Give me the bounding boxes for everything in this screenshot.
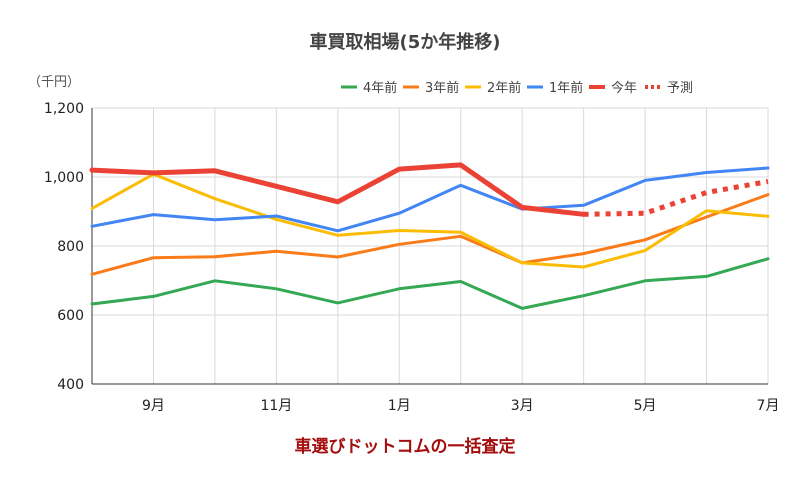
footer-text: 車選びドットコムの一括査定	[295, 436, 516, 457]
series-line-3	[90, 172, 770, 269]
legend-item-4: 1年前	[527, 80, 583, 96]
legend-item-6: 予測	[645, 81, 693, 96]
legend: 4年前 3年前 2年前 1年前 今年 予測	[341, 80, 693, 96]
x-tick-label: 9月	[142, 398, 165, 414]
chart-title: 車買取相場(5か年推移)	[310, 31, 501, 53]
y-tick-label: 400	[57, 377, 84, 393]
y-tick-label: 800	[57, 239, 84, 255]
legend-label: 4年前	[363, 80, 397, 96]
legend-item-5: 今年	[589, 80, 637, 96]
series-line-4	[90, 166, 770, 233]
legend-item-1: 4年前	[341, 80, 397, 96]
legend-item-3: 2年前	[465, 80, 521, 96]
legend-label: 2年前	[487, 80, 521, 96]
x-tick-label: 3月	[511, 398, 534, 414]
x-tick-label: 11月	[260, 398, 292, 414]
legend-label: 3年前	[425, 80, 459, 96]
y-tick-label: 1,000	[44, 170, 84, 186]
x-tick-label: 5月	[634, 398, 657, 414]
series-line-6	[583, 179, 769, 217]
legend-label: 今年	[611, 80, 637, 96]
gridlines	[91, 107, 769, 385]
series-line-5	[89, 162, 587, 217]
series-line-2	[90, 193, 770, 276]
legend-item-2: 3年前	[403, 80, 459, 96]
legend-label: 予測	[667, 81, 693, 96]
x-tick-label: 1月	[388, 398, 411, 414]
legend-label: 1年前	[549, 80, 583, 96]
x-tick-label: 7月	[757, 398, 780, 414]
series-lines	[89, 162, 770, 310]
axes: 400 600 800 1,000 1,200 9月 11月 1月 3月 5月 7月	[44, 101, 780, 414]
y-tick-label: 600	[57, 308, 84, 324]
y-axis-unit: （千円）	[28, 75, 80, 90]
y-tick-label: 1,200	[44, 101, 84, 117]
series-line-1	[90, 257, 770, 310]
